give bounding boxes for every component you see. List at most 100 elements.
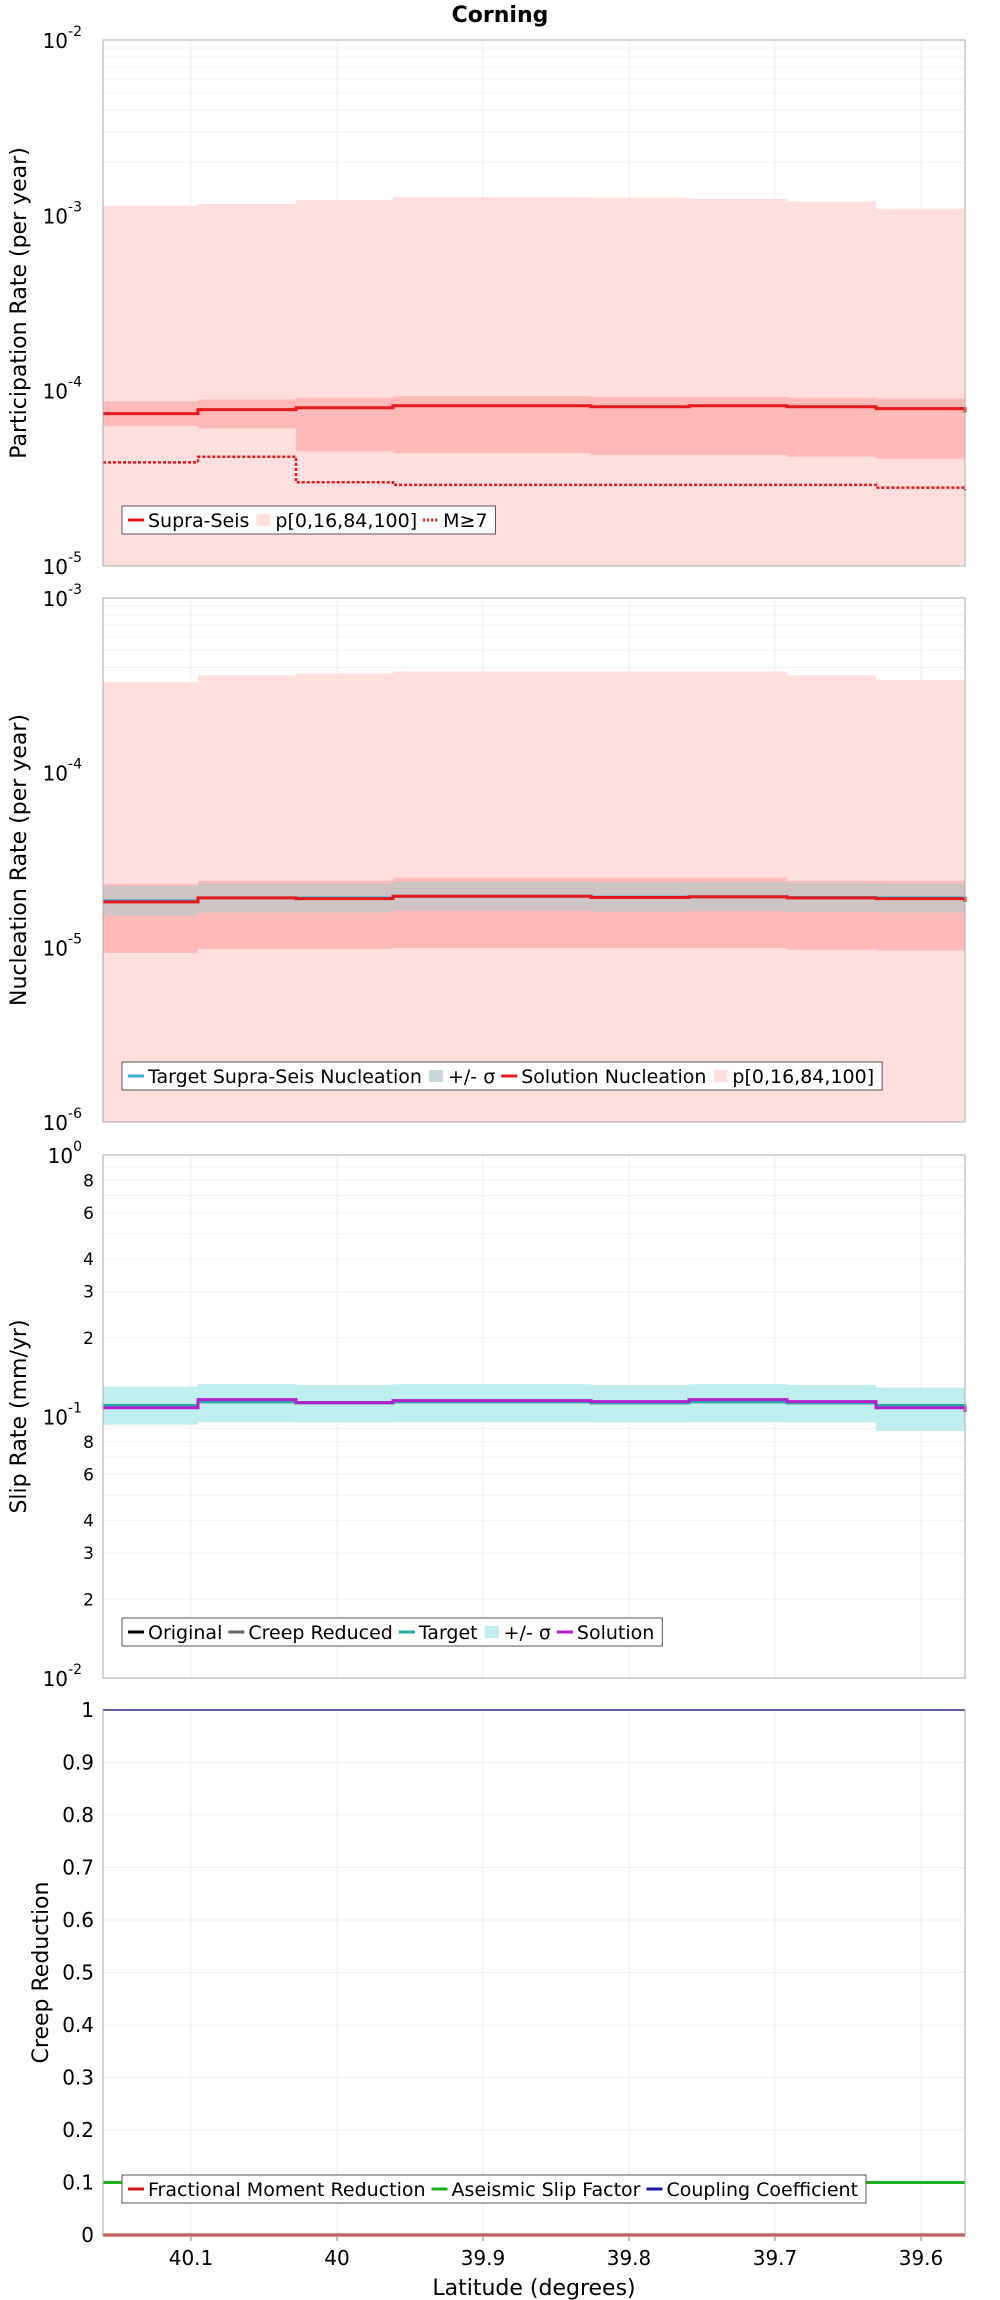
y-tick-exponent: -2 — [68, 24, 82, 40]
chart-title: Corning — [452, 3, 549, 28]
y-minor-tick-label: 2 — [83, 1590, 94, 1610]
legend-entry: Coupling Coefficient — [646, 2179, 858, 2201]
y-tick-base: 10 — [43, 204, 68, 228]
legend: Supra-Seis p[0,16,84,100] M≥7 — [121, 505, 496, 535]
legend-entry: Creep Reduced — [228, 1622, 393, 1644]
legend-swatch — [713, 1070, 728, 1082]
y-axis-label: Slip Rate (mm/yr) — [7, 1319, 32, 1513]
legend-label: Target — [418, 1622, 478, 1644]
series-line-solution — [103, 1398, 967, 1412]
plot-frame — [102, 39, 966, 567]
band-segment-1 — [198, 1384, 296, 1423]
x-tick-label: 39.7 — [753, 2246, 798, 2270]
y-minor-tick-label: 2 — [83, 1329, 94, 1349]
y-axis-label: Participation Rate (per year) — [7, 147, 32, 459]
legend-label: Solution Nucleation — [521, 1066, 706, 1088]
band-segment-2 — [296, 200, 393, 566]
y-minor-tick-label: 4 — [83, 1512, 94, 1532]
y-minor-tick-label: 4 — [83, 1250, 94, 1270]
legend-entry: Fractional Moment Reduction — [128, 2179, 426, 2201]
band-segment-2 — [296, 397, 393, 452]
y-tick-label: 10-5 — [43, 931, 82, 960]
legend-label: p[0,16,84,100] — [732, 1066, 874, 1088]
y-tick-label: 0.4 — [62, 2013, 94, 2037]
x-tick-label: 39.6 — [899, 2246, 944, 2270]
y-tick-label: 10-2 — [43, 24, 82, 53]
legend-label: Supra-Seis — [148, 510, 249, 532]
y-tick-exponent: -4 — [68, 757, 82, 773]
y-tick-label: 0.9 — [62, 1751, 94, 1775]
series-line-supra-seis — [103, 404, 967, 416]
legend-label: Creep Reduced — [248, 1622, 392, 1644]
panel-4: 0 0.1 0.2 0.3 0.4 0.5 0.6 0.7 0.8 0.9 1 Creep Reduc… — [29, 1698, 966, 2300]
legend-label: p[0,16,84,100] — [275, 510, 417, 532]
legend: Fractional Moment Reduction Aseismic Slip… — [121, 2174, 867, 2204]
legend-entry: Solution — [556, 1622, 654, 1644]
y-tick-label: 0.6 — [62, 1908, 94, 1932]
band-segment-7 — [876, 208, 965, 567]
legend-entry: Target — [398, 1622, 478, 1644]
y-tick-exponent: -3 — [68, 582, 82, 598]
legend-entry: Supra-Seis — [128, 510, 249, 532]
y-tick-base: 10 — [48, 1144, 73, 1168]
y-tick-label: 0.1 — [62, 2171, 94, 2195]
legend-label: M≥7 — [443, 510, 487, 532]
legend-label: Target Supra-Seis Nucleation — [147, 1066, 422, 1088]
legend-entry: p[0,16,84,100] — [256, 510, 417, 532]
y-tick-label: 0.5 — [62, 1961, 94, 1985]
band-segment-3 — [393, 197, 591, 566]
y-tick-base: 10 — [43, 587, 68, 611]
y-tick-label: 10-5 — [43, 550, 82, 579]
legend-label: +/- σ — [504, 1622, 551, 1644]
y-minor-tick-label: 6 — [83, 1204, 94, 1224]
y-tick-exponent: -4 — [68, 375, 82, 391]
x-tick-label: 39.9 — [461, 2246, 506, 2270]
series-line-m-7 — [103, 455, 967, 491]
y-tick-label: 1 — [81, 1698, 94, 1722]
y-tick-label: 0 — [81, 2223, 94, 2247]
band-segment-6 — [787, 201, 876, 566]
legend: Target Supra-Seis Nucleation +/- σ Solutio… — [121, 1061, 883, 1091]
legend-label: Original — [148, 1622, 222, 1644]
y-axis-label: Nucleation Rate (per year) — [7, 714, 32, 1006]
y-axis-label: Creep Reduction — [29, 1882, 54, 2064]
legend-label: Solution — [577, 1622, 654, 1644]
legend-label: Coupling Coefficient — [666, 2179, 858, 2201]
legend-entry: +/- σ — [428, 1066, 495, 1088]
y-tick-label: 10-4 — [43, 757, 83, 786]
plot-frame — [102, 1709, 966, 2236]
x-tick-label: 39.8 — [607, 2246, 652, 2270]
legend-entry: Aseismic Slip Factor — [431, 2179, 641, 2201]
y-tick-base: 10 — [43, 936, 68, 960]
band-segment-1 — [198, 399, 296, 429]
plot-frame — [102, 597, 966, 1123]
band-segment-5 — [689, 1384, 787, 1423]
y-tick-label: 10-2 — [43, 1662, 82, 1691]
legend-entry: M≥7 — [423, 510, 488, 532]
y-tick-label: 0.7 — [62, 1856, 94, 1880]
legend-label: +/- σ — [448, 1066, 495, 1088]
x-tick-label: 40.1 — [169, 2246, 214, 2270]
y-tick-exponent: -3 — [68, 199, 82, 215]
legend-entry: Original — [128, 1622, 222, 1644]
legend-box — [121, 2174, 867, 2204]
y-tick-base: 10 — [43, 762, 68, 786]
y-tick-base: 10 — [43, 29, 68, 53]
legend-entry: +/- σ — [484, 1622, 551, 1644]
band-segment-3 — [393, 1384, 591, 1423]
legend-swatch — [428, 1070, 443, 1082]
y-tick-exponent: -1 — [68, 1401, 82, 1417]
y-tick-label: 100 — [48, 1139, 82, 1168]
band-segment-5 — [689, 199, 787, 566]
y-tick-base: 10 — [43, 555, 68, 579]
legend-entry: Target Supra-Seis Nucleation — [128, 1066, 422, 1088]
y-tick-base: 10 — [43, 1111, 68, 1135]
y-tick-label: 10-3 — [43, 199, 82, 228]
y-minor-tick-label: 6 — [83, 1466, 94, 1486]
plot-frame — [102, 1154, 966, 1679]
y-tick-base: 10 — [43, 1667, 68, 1691]
